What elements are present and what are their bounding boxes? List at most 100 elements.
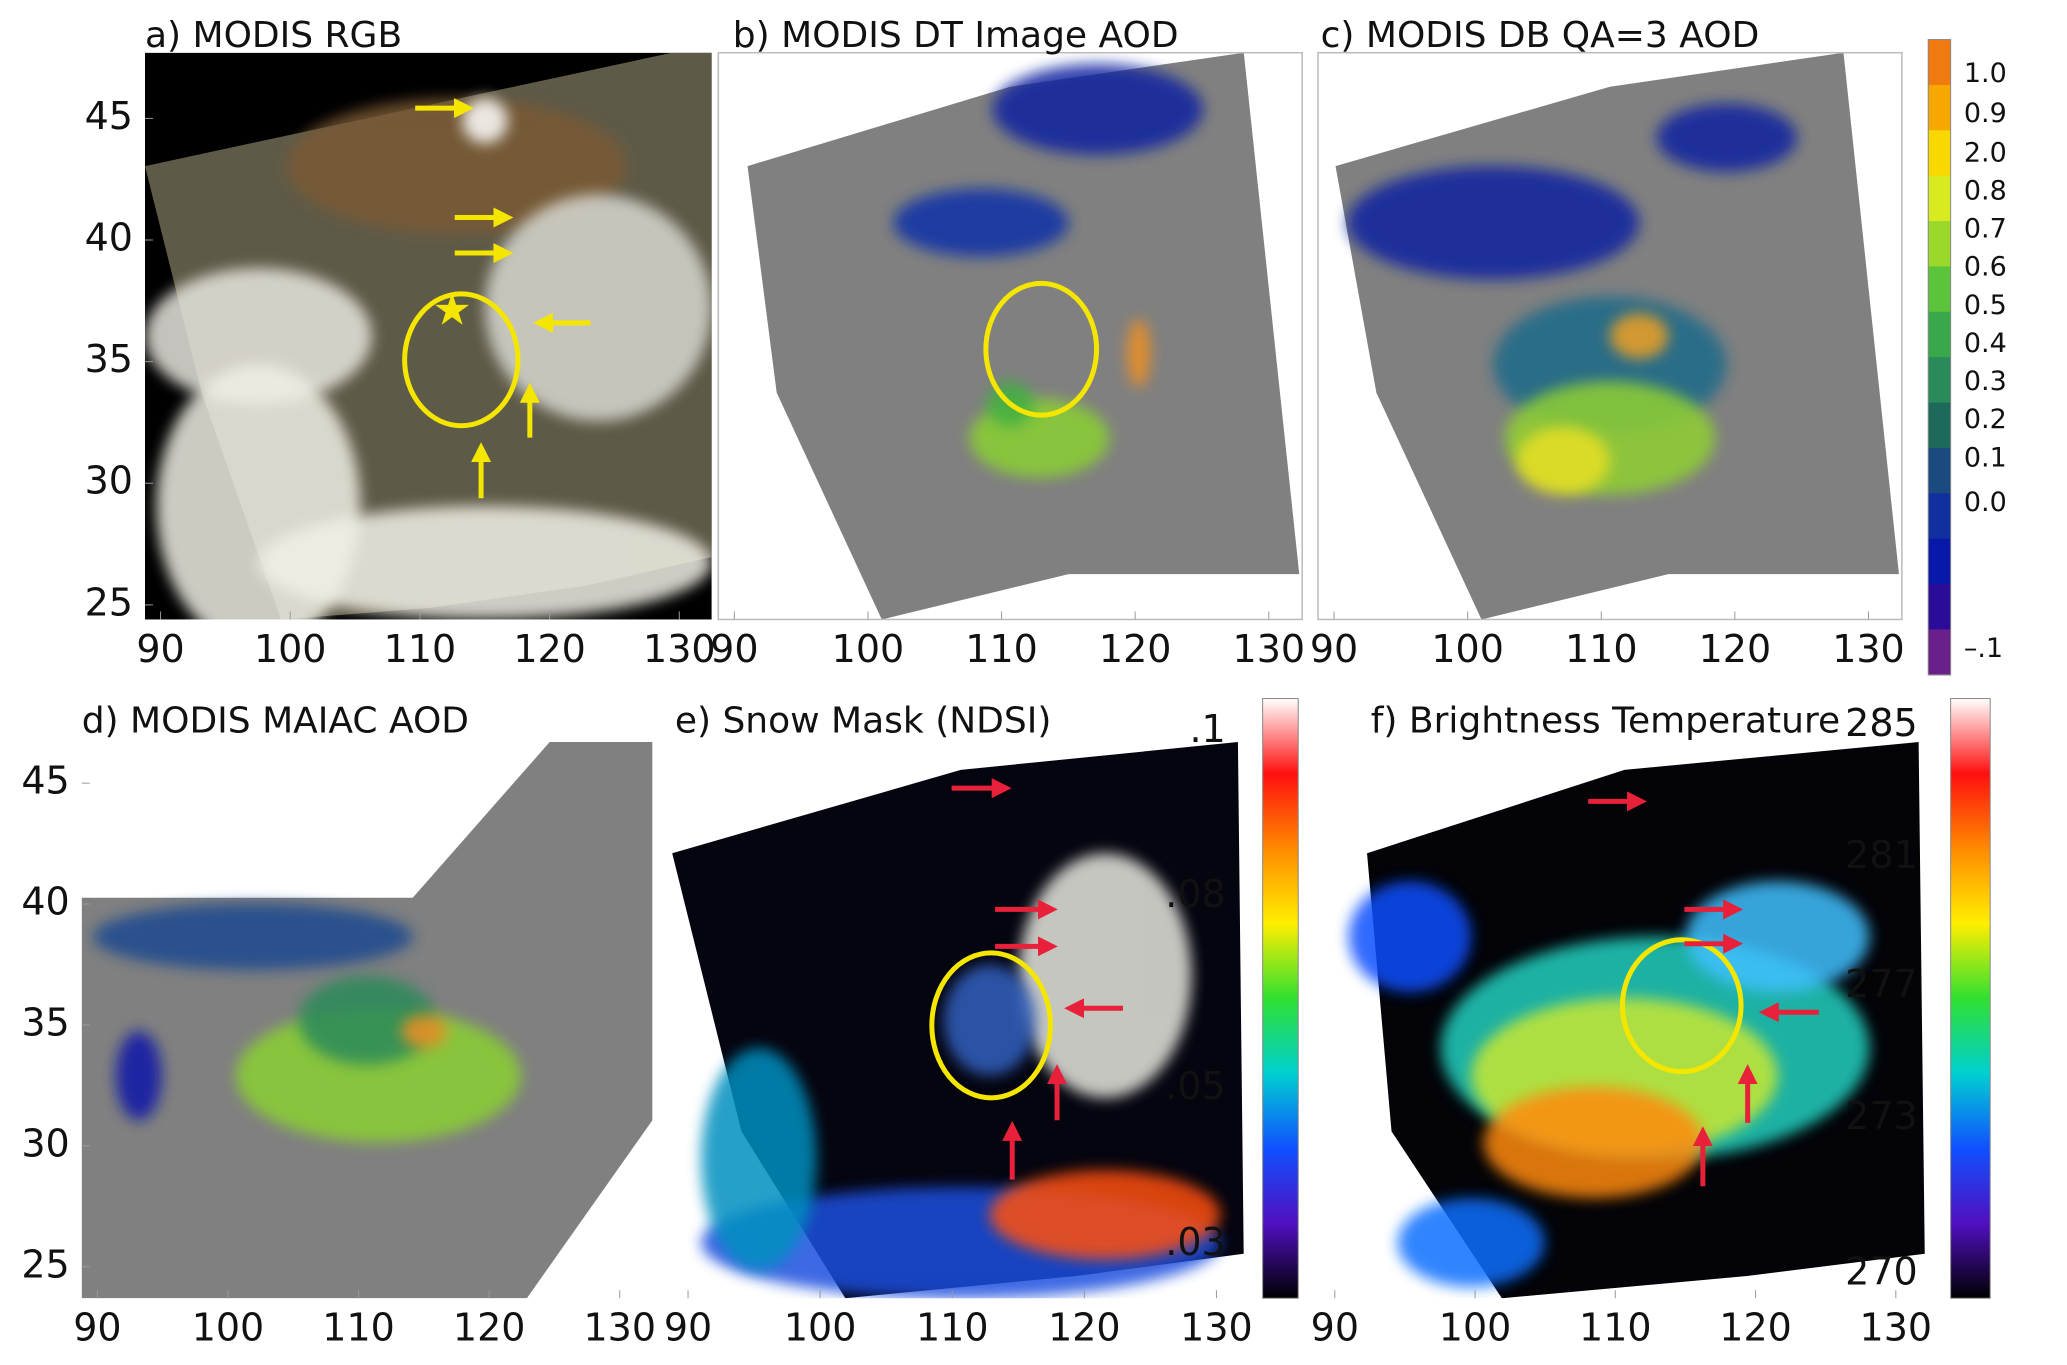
colorbar-label: 0.6 [1964, 252, 2007, 283]
colorbar-step [1928, 357, 1951, 404]
axes-frame [717, 51, 1303, 621]
retrieval-region [156, 364, 361, 620]
x-tick-label: 100 [1439, 1306, 1512, 1350]
retrieval-region [701, 1047, 817, 1271]
colorbar-step [1928, 629, 1951, 676]
retrieval-region [1347, 166, 1640, 280]
y-tick-label: 40 [85, 216, 133, 260]
colorbar-label: 0.5 [1964, 290, 2007, 321]
colorbar: 285 281 277 273 270 [1845, 698, 1991, 1299]
retrieval-region [1609, 313, 1669, 359]
x-tick-label: 130 [643, 627, 716, 671]
x-tick-label: 130 [583, 1306, 656, 1350]
x-tick-label: 100 [192, 1306, 265, 1350]
retrieval-region [144, 268, 372, 405]
retrieval-region [462, 98, 508, 144]
colorbar-step [1928, 447, 1951, 494]
colorbar-frame [1927, 39, 1952, 676]
retrieval-region [298, 975, 436, 1065]
axes-frame [1317, 51, 1903, 621]
retrieval-region [485, 194, 712, 422]
x-tick-label: 110 [916, 1306, 989, 1350]
map-image [1318, 742, 1931, 1299]
map-panel: f) Brightness Temperature 90 100 110 120 130 [1311, 700, 1932, 1349]
x-tick-label: 100 [832, 627, 905, 671]
retrieval-region [893, 188, 1069, 257]
colorbar-step [1928, 584, 1951, 630]
colorbar-label: .03 [1165, 1220, 1225, 1264]
colorbar-label: 1.0 [1964, 58, 2007, 89]
colorbar-label: 273 [1845, 1094, 1918, 1138]
y-tick-label: 35 [85, 337, 133, 381]
panel-title: b) MODIS DT Image AOD [733, 15, 1179, 56]
retrieval-region [1348, 881, 1472, 993]
y-tick-label: 25 [21, 1242, 69, 1286]
x-tick-label: 110 [384, 627, 457, 671]
colorbar-label: 0.1 [1964, 442, 2007, 473]
star-marker: ★ [432, 284, 471, 335]
map-panel: ★ a) MODIS RGB 90 100 110 120 130 25 30 35 40 45 [85, 15, 716, 671]
x-tick-label: 90 [136, 627, 184, 671]
x-tick-label: 120 [513, 627, 586, 671]
y-tick-label: 45 [85, 94, 133, 138]
colorbar-step [1928, 402, 1951, 449]
x-tick-label: 90 [1311, 1306, 1359, 1350]
colorbar-step [1928, 311, 1951, 358]
retrieval-region [1018, 853, 1192, 1098]
colorbar-frame [1950, 698, 1991, 1299]
panel-title: f) Brightness Temperature [1371, 700, 1840, 741]
map-panel: e) Snow Mask (NDSI) 90 100 110 120 130 [664, 700, 1253, 1349]
highlight-ellipse [929, 950, 1053, 1101]
colorbar-step [1928, 493, 1951, 540]
x-tick-label: 100 [1431, 627, 1504, 671]
highlight-ellipse [402, 291, 521, 429]
retrieval-region [1127, 319, 1151, 388]
data-swath [747, 52, 1300, 620]
x-tick-label: 130 [1180, 1306, 1253, 1350]
retrieval-region [401, 1014, 447, 1048]
y-tick-label: 25 [85, 580, 133, 624]
x-tick-label: 100 [254, 627, 327, 671]
retrieval-region [235, 1009, 522, 1143]
retrieval-region [286, 98, 627, 235]
y-tick-label: 40 [21, 880, 69, 924]
x-tick-label: 110 [1565, 627, 1638, 671]
colorbar-label: 0.2 [1964, 404, 2007, 435]
retrieval-region [1656, 103, 1797, 172]
map-image [747, 52, 1300, 620]
colorbar-label: 2.0 [1964, 137, 2007, 168]
highlight-ellipse [983, 280, 1100, 418]
x-tick-label: 90 [1310, 627, 1358, 671]
colorbar-frame [1262, 698, 1299, 1299]
colorbar-label: 0.3 [1964, 366, 2007, 397]
y-tick-label: 35 [21, 1000, 69, 1044]
colorbar-step [1928, 84, 1951, 131]
y-tick-label: 45 [21, 759, 69, 803]
colorbar-step [1928, 221, 1951, 267]
x-tick-label: 90 [664, 1306, 712, 1350]
colorbar-label: 0.4 [1964, 328, 2007, 359]
retrieval-region [943, 964, 1036, 1076]
retrieval-region [1397, 1198, 1545, 1288]
x-tick-label: 130 [1860, 1306, 1933, 1350]
colorbar-label: 277 [1845, 962, 1918, 1006]
x-tick-label: 110 [1579, 1306, 1652, 1350]
panel-title: a) MODIS RGB [145, 15, 402, 56]
colorbar-label: 270 [1845, 1250, 1918, 1294]
x-tick-label: 120 [1048, 1306, 1121, 1350]
x-tick-label: 120 [1099, 627, 1172, 671]
colorbar-label: 281 [1845, 833, 1918, 877]
retrieval-region [115, 1031, 162, 1121]
colorbar-gradient [1262, 698, 1299, 1299]
map-image [1335, 52, 1899, 620]
colorbar-label: .05 [1165, 1064, 1225, 1108]
retrieval-region [93, 903, 413, 971]
map-panel: b) MODIS DT Image AOD 90 100 110 120 130 [710, 15, 1305, 671]
colorbar-gradient [1950, 698, 1991, 1299]
map-image [144, 52, 712, 620]
retrieval-region [992, 64, 1203, 155]
x-tick-label: 110 [322, 1306, 395, 1350]
retrieval-region [989, 1170, 1221, 1260]
colorbar-label: .1 [1189, 707, 1225, 751]
